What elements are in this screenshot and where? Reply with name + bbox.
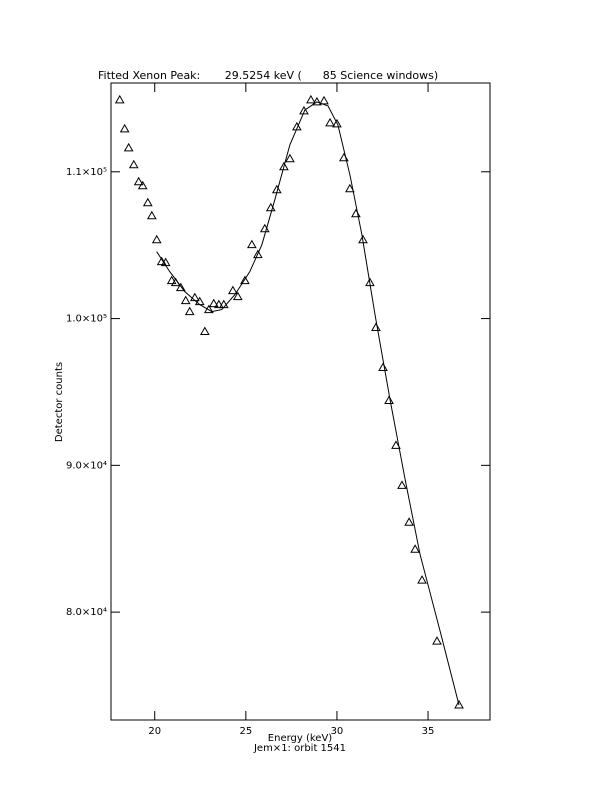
data-point xyxy=(378,362,388,371)
data-point xyxy=(137,180,148,190)
x-tick-label: 25 xyxy=(239,726,252,737)
data-point xyxy=(184,306,195,316)
data-point xyxy=(214,299,224,309)
data-point xyxy=(454,699,464,709)
data-point xyxy=(208,298,219,308)
data-point xyxy=(417,575,427,584)
data-point xyxy=(325,117,335,127)
y-tick-label: 9.0×10⁴ xyxy=(66,460,107,471)
y-axis-label: Detector counts xyxy=(54,362,65,442)
data-point xyxy=(332,118,342,128)
data-point xyxy=(119,123,130,133)
chart-title: Fitted Xenon Peak: 29.5254 keV ( 85 Scie… xyxy=(98,69,438,82)
data-point xyxy=(156,256,167,266)
y-tick-label: 1.0×10⁵ xyxy=(66,314,107,325)
x-tick-label: 30 xyxy=(331,726,344,737)
data-point xyxy=(253,249,263,259)
data-point xyxy=(146,210,157,220)
data-point xyxy=(432,636,442,645)
data-point xyxy=(133,176,144,186)
x-axis-label: Energy (keV) xyxy=(268,733,333,744)
data-point xyxy=(299,105,309,115)
data-point xyxy=(166,275,177,285)
data-point xyxy=(228,285,238,295)
fit-curve xyxy=(156,101,460,706)
data-point xyxy=(123,142,134,152)
data-point xyxy=(180,295,191,305)
data-point xyxy=(345,183,355,193)
data-point xyxy=(279,161,289,171)
plot-frame xyxy=(110,82,491,721)
data-point xyxy=(142,197,153,207)
data-point xyxy=(319,95,329,105)
x-tick-label: 20 xyxy=(148,726,161,737)
data-point xyxy=(175,282,186,292)
subtitle: Jem×1: orbit 1541 xyxy=(253,743,346,754)
data-point xyxy=(404,517,414,526)
y-tick-label: 1.1×10⁵ xyxy=(66,167,107,178)
data-point xyxy=(371,322,381,332)
data-point xyxy=(384,395,394,404)
data-point xyxy=(306,94,316,104)
data-point xyxy=(410,544,420,553)
data-point xyxy=(151,234,162,244)
data-point xyxy=(240,275,250,285)
data-point xyxy=(199,326,210,336)
data-point xyxy=(312,96,322,106)
y-tick-label: 8.0×10⁴ xyxy=(66,607,107,618)
data-point xyxy=(246,239,257,249)
data-point xyxy=(391,440,401,449)
data-point xyxy=(232,291,243,301)
data-point xyxy=(114,94,125,104)
data-point xyxy=(285,153,295,163)
x-tick-label: 35 xyxy=(422,726,435,737)
data-point xyxy=(128,159,139,169)
data-point xyxy=(397,480,407,489)
